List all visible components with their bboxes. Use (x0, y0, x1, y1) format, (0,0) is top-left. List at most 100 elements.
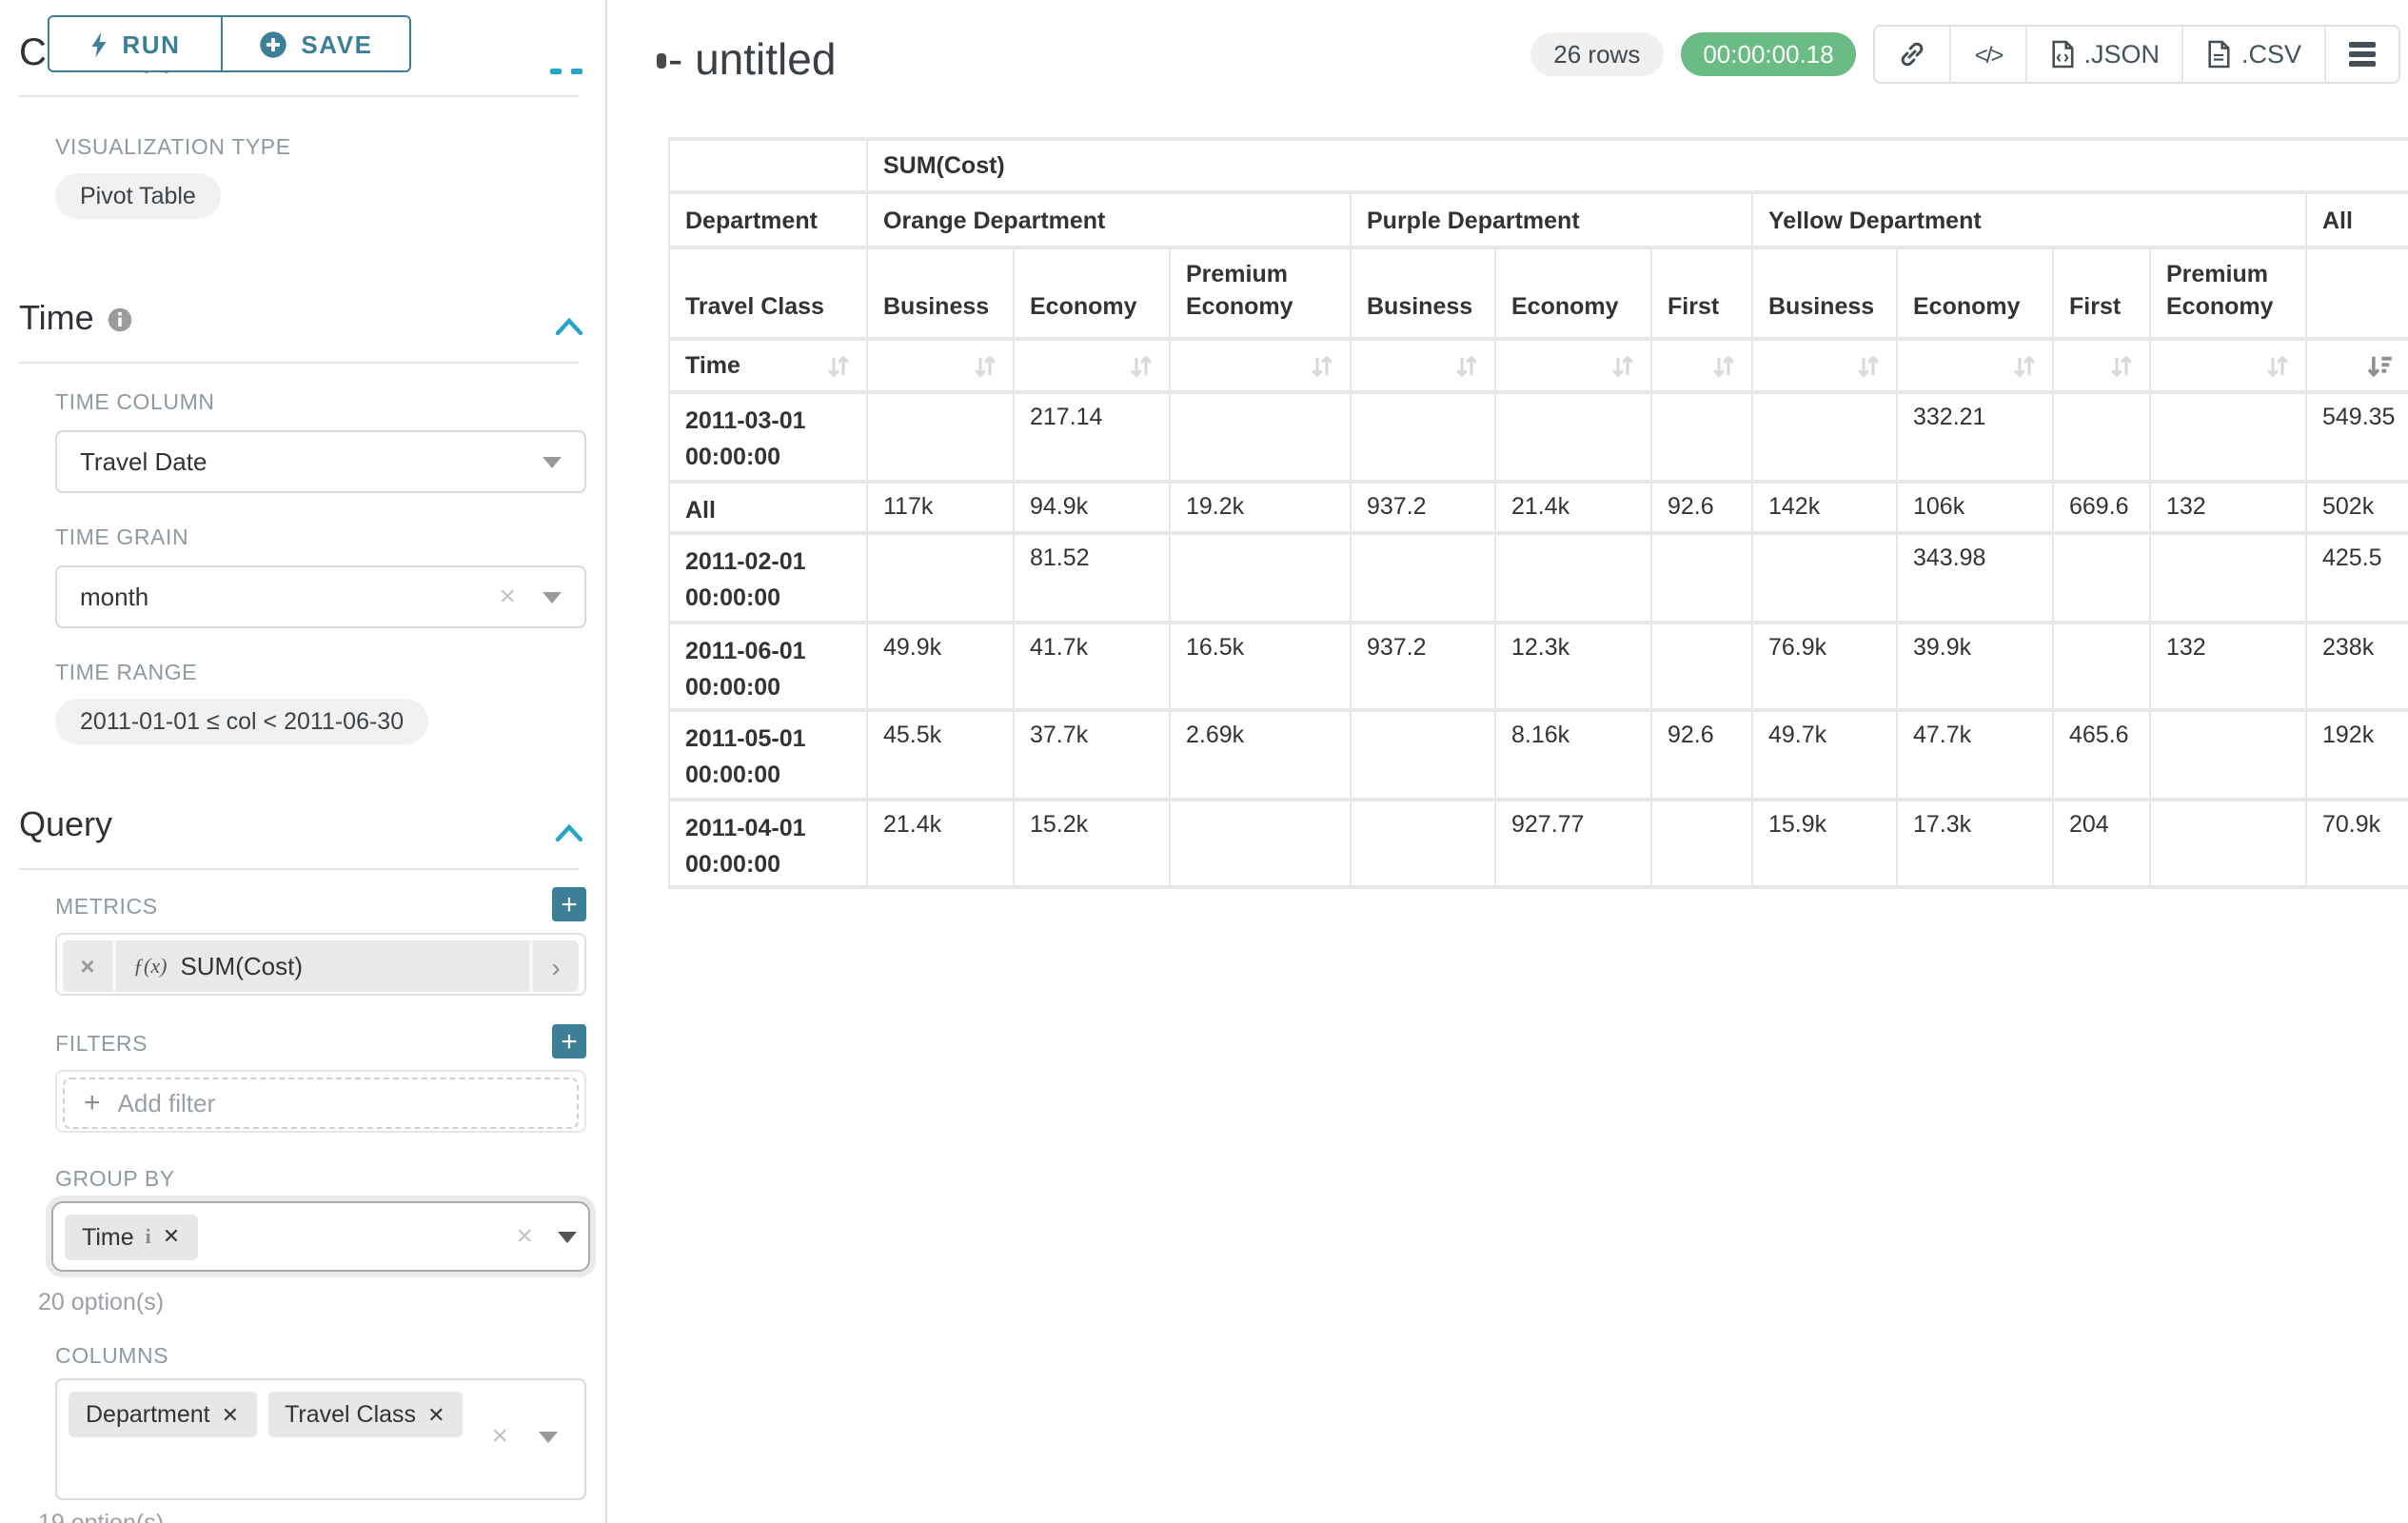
sort-icon[interactable] (826, 353, 851, 378)
pivot-value-cell (1650, 531, 1753, 624)
add-filter-button[interactable]: + Add filter (63, 1078, 579, 1129)
export-json-button[interactable]: .JSON (2026, 27, 2184, 82)
field-tag[interactable]: Travel Class ✕ (267, 1392, 463, 1437)
time-column-label: TIME COLUMN (55, 392, 215, 415)
chevron-down-icon[interactable] (558, 1231, 577, 1242)
sort-icon[interactable] (2109, 353, 2134, 378)
pivot-sort-cell[interactable] (1494, 337, 1652, 394)
metric-pill[interactable]: × ƒ(x) SUM(Cost) › (63, 940, 579, 992)
function-icon: ƒ(x) (133, 955, 168, 978)
pivot-sort-cell[interactable] (1013, 337, 1171, 394)
pivot-travel-class-axis-label: Travel Class (668, 246, 868, 341)
pivot-sort-cell[interactable] (1650, 337, 1753, 394)
remove-tag-icon[interactable]: ✕ (427, 1404, 445, 1427)
add-filter-label: Add filter (117, 1089, 216, 1118)
clear-icon[interactable]: × (491, 1420, 508, 1453)
save-button[interactable]: SAVE (221, 15, 411, 72)
file-json-icon (2049, 40, 2074, 69)
time-column-select[interactable]: Travel Date (55, 430, 586, 493)
pivot-sort-cell[interactable] (2304, 337, 2408, 394)
time-section-collapse-icon[interactable] (555, 310, 583, 345)
sort-icon[interactable] (1454, 353, 1479, 378)
pivot-row-key: 2011-04-01 00:00:00 (668, 797, 868, 890)
pivot-value-cell: 343.98 (1896, 531, 2054, 624)
add-metric-button[interactable]: + (552, 887, 586, 921)
more-options-button[interactable] (2326, 27, 2398, 82)
pivot-value-cell: 425.5 (2304, 531, 2408, 624)
export-csv-label: .CSV (2240, 40, 2301, 69)
chart-type-collapse-icon[interactable] (571, 69, 582, 73)
visualization-type-label: VISUALIZATION TYPE (55, 137, 291, 160)
pivot-time-label: Time (685, 352, 740, 379)
pivot-value-cell: 142k (1751, 479, 1898, 536)
query-section-collapse-icon[interactable] (555, 817, 583, 851)
clear-icon[interactable]: × (499, 581, 516, 613)
sort-icon[interactable] (2265, 353, 2290, 378)
remove-metric-icon[interactable]: × (63, 940, 116, 992)
chart-type-collapse-icon[interactable] (550, 69, 562, 73)
embed-code-button[interactable]: </> (1952, 27, 2027, 82)
group-by-select[interactable]: Time i ✕ × (51, 1201, 590, 1272)
chart-title[interactable]: - untitled (668, 34, 837, 84)
pivot-department-group-header: Orange Department (866, 190, 1352, 249)
pivot-value-cell: 132 (2149, 620, 2307, 713)
clear-icon[interactable]: × (516, 1220, 533, 1253)
visualization-type-pill[interactable]: Pivot Table (55, 173, 221, 219)
sort-icon[interactable] (1711, 353, 1736, 378)
time-section-title: Time (19, 299, 134, 339)
pivot-time-axis-label[interactable]: Time (668, 337, 868, 394)
sort-icon[interactable] (1856, 353, 1881, 378)
sort-icon[interactable] (2012, 353, 2037, 378)
remove-tag-icon[interactable]: ✕ (162, 1226, 181, 1249)
pivot-value-cell (1751, 390, 1898, 483)
time-grain-label: TIME GRAIN (55, 527, 189, 550)
sort-icon[interactable] (1129, 353, 1154, 378)
pivot-value-cell (2149, 708, 2307, 801)
chart-panel: - untitled 26 rows 00:00:00.18 </> (607, 0, 2408, 1523)
pivot-sort-cell[interactable] (1350, 337, 1496, 394)
pivot-value-cell: 937.2 (1350, 620, 1496, 713)
pivot-sort-cell[interactable] (2052, 337, 2151, 394)
export-csv-button[interactable]: .CSV (2184, 27, 2326, 82)
pivot-value-cell: 502k (2304, 479, 2408, 536)
pivot-department-axis-label: Department (668, 190, 868, 249)
pivot-value-cell: 204 (2052, 797, 2151, 890)
pivot-sort-cell[interactable] (866, 337, 1015, 394)
pivot-sort-cell[interactable] (2149, 337, 2307, 394)
pivot-value-cell (1350, 531, 1496, 624)
sort-icon[interactable] (1610, 353, 1635, 378)
section-divider (19, 95, 579, 97)
pivot-travel-class-header: Economy (1494, 246, 1652, 341)
chevron-right-icon[interactable]: › (529, 940, 579, 992)
pivot-value-cell (1494, 531, 1652, 624)
pivot-value-cell: 217.14 (1013, 390, 1171, 483)
chevron-down-icon[interactable] (539, 1432, 558, 1443)
sort-icon[interactable] (973, 353, 997, 378)
pivot-value-cell: 132 (2149, 479, 2307, 536)
pivot-row-key: All (668, 479, 868, 536)
run-button-label: RUN (122, 30, 181, 58)
run-button[interactable]: RUN (48, 15, 223, 72)
sort-descending-icon[interactable] (2366, 353, 2393, 378)
add-filter-plus-button[interactable]: + (552, 1024, 586, 1058)
copy-link-button[interactable] (1876, 27, 1952, 82)
filters-label: FILTERS (55, 1034, 148, 1057)
sort-icon[interactable] (1310, 353, 1334, 378)
field-tag[interactable]: Time i ✕ (65, 1214, 198, 1259)
pivot-sort-cell[interactable] (1169, 337, 1352, 394)
pivot-value-cell: 106k (1896, 479, 2054, 536)
columns-select[interactable]: Department ✕ Travel Class ✕ × (55, 1378, 586, 1500)
time-range-pill[interactable]: 2011-01-01 ≤ col < 2011-06-30 (55, 699, 429, 744)
time-grain-select[interactable]: month × (55, 565, 586, 628)
scrollbar-thumb[interactable] (657, 53, 666, 69)
pivot-value-cell (1350, 708, 1496, 801)
field-tag[interactable]: Department ✕ (69, 1392, 257, 1437)
pivot-sort-cell[interactable] (1896, 337, 2054, 394)
pivot-value-cell (2052, 620, 2151, 713)
remove-tag-icon[interactable]: ✕ (221, 1404, 240, 1427)
pivot-sort-cell[interactable] (1751, 337, 1898, 394)
pivot-value-cell: 465.6 (2052, 708, 2151, 801)
section-divider (19, 362, 579, 364)
info-icon (108, 306, 134, 332)
metrics-label: METRICS (55, 897, 158, 920)
